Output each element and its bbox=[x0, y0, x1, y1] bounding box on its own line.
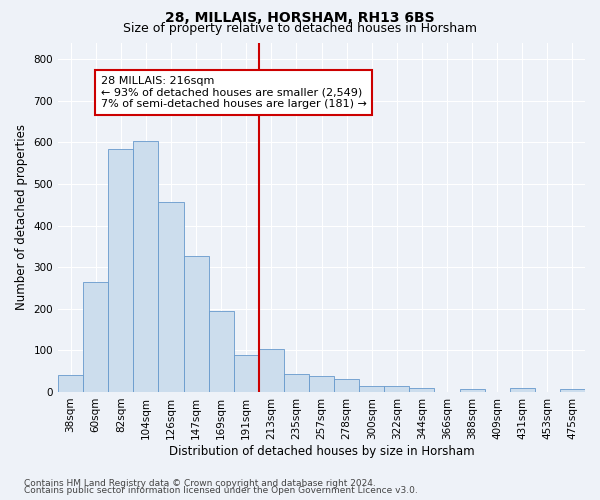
Text: 28, MILLAIS, HORSHAM, RH13 6BS: 28, MILLAIS, HORSHAM, RH13 6BS bbox=[165, 11, 435, 25]
Y-axis label: Number of detached properties: Number of detached properties bbox=[15, 124, 28, 310]
Bar bbox=[83, 282, 108, 392]
Bar bbox=[209, 311, 233, 392]
Bar bbox=[284, 374, 309, 392]
Bar bbox=[259, 349, 284, 392]
X-axis label: Distribution of detached houses by size in Horsham: Distribution of detached houses by size … bbox=[169, 444, 475, 458]
Bar bbox=[460, 389, 485, 392]
Bar bbox=[233, 354, 259, 392]
Bar bbox=[58, 376, 83, 392]
Text: Size of property relative to detached houses in Horsham: Size of property relative to detached ho… bbox=[123, 22, 477, 35]
Bar bbox=[560, 389, 585, 392]
Bar bbox=[108, 150, 133, 392]
Bar bbox=[184, 256, 209, 392]
Bar bbox=[334, 378, 359, 392]
Bar bbox=[359, 386, 384, 392]
Bar bbox=[158, 202, 184, 392]
Text: Contains public sector information licensed under the Open Government Licence v3: Contains public sector information licen… bbox=[24, 486, 418, 495]
Bar bbox=[133, 141, 158, 392]
Text: Contains HM Land Registry data © Crown copyright and database right 2024.: Contains HM Land Registry data © Crown c… bbox=[24, 478, 376, 488]
Text: 28 MILLAIS: 216sqm
← 93% of detached houses are smaller (2,549)
7% of semi-detac: 28 MILLAIS: 216sqm ← 93% of detached hou… bbox=[101, 76, 367, 109]
Bar bbox=[309, 376, 334, 392]
Bar bbox=[384, 386, 409, 392]
Bar bbox=[510, 388, 535, 392]
Bar bbox=[409, 388, 434, 392]
